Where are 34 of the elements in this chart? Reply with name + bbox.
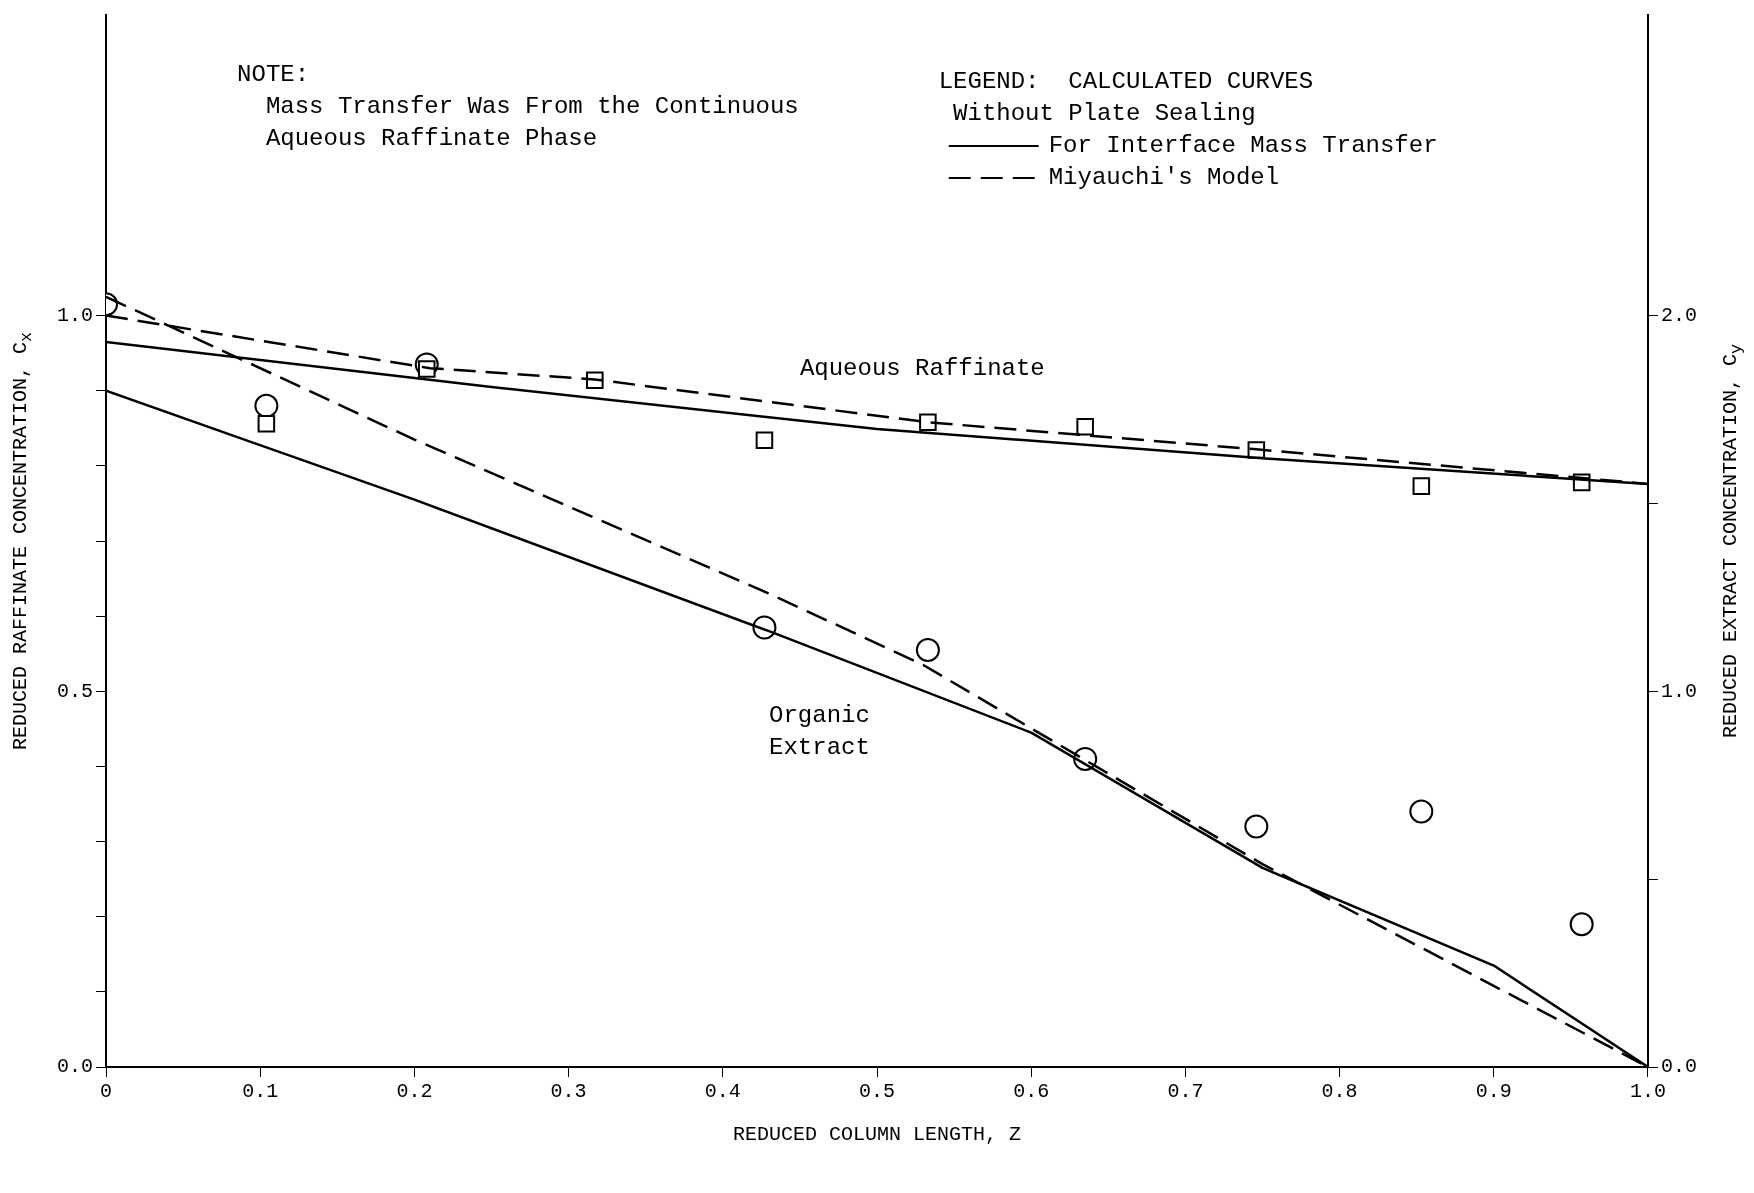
legend-label: Miyauchi's Model: [1048, 164, 1280, 192]
point: [254, 393, 279, 418]
x-tick-label: 0.1: [242, 1080, 279, 1104]
x-tick-label: 0.2: [396, 1080, 433, 1104]
y-tick-label: 0.0: [56, 1055, 94, 1079]
x-tick-label: 0: [100, 1080, 113, 1104]
point: [915, 637, 940, 662]
legend-title: LEGEND: CALCULATED CURVES Without Plate Sealing: [938, 68, 1314, 128]
x-tick-label: 0.9: [1475, 1080, 1512, 1104]
x-tick-label: 0.3: [550, 1080, 587, 1104]
legend-label: For Interface Mass Transfer: [1048, 132, 1438, 160]
point: [1244, 814, 1269, 839]
x-axis-title: REDUCED COLUMN LENGTH, Z: [732, 1123, 1022, 1147]
x-tick-label: 0.7: [1167, 1080, 1204, 1104]
y-tick-label: 0.5: [56, 679, 94, 703]
x-tick-label: 0.6: [1013, 1080, 1050, 1104]
point: [257, 415, 276, 433]
x-tick-label: 0.4: [704, 1080, 741, 1104]
y2-tick-label: 2.0: [1660, 303, 1698, 327]
annotation: Aqueous Raffinate: [799, 355, 1045, 383]
y2-tick-label: 1.0: [1660, 679, 1698, 703]
point: [1076, 418, 1094, 436]
y-tick-label: 1.0: [56, 303, 94, 327]
annotation: NOTE: Mass Transfer Was From the Continuous Aqueous Raffinate Phase: [237, 60, 799, 152]
x-tick-label: 0.5: [858, 1080, 896, 1104]
annotation: Organic Extract: [769, 702, 870, 762]
x-tick-label: 1.0: [1629, 1080, 1666, 1104]
point: [1569, 912, 1594, 937]
y2-tick-label: 0.0: [1660, 1055, 1698, 1079]
point: [1412, 477, 1431, 495]
x-tick-label: 0.8: [1321, 1080, 1358, 1104]
point: [919, 413, 937, 432]
point: [1409, 799, 1434, 824]
point: [755, 431, 774, 450]
